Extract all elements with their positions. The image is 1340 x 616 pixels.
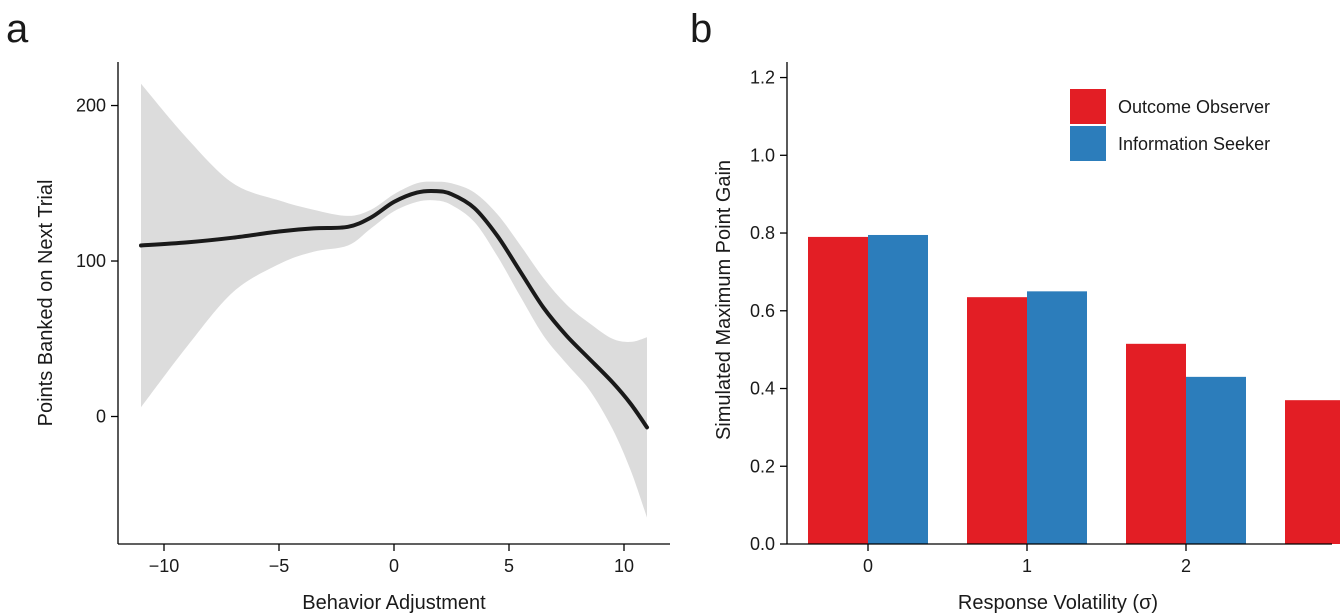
x-tick-label: 0 bbox=[389, 556, 399, 576]
x-tick-label: 1 bbox=[1022, 556, 1032, 576]
bar-outcome-observer-0 bbox=[808, 236, 868, 544]
y-tick-label: 1.0 bbox=[750, 145, 775, 165]
x-tick-label: −10 bbox=[149, 556, 180, 576]
legend-label-information-seeker: Information Seeker bbox=[1118, 134, 1270, 154]
x-tick-label: 0 bbox=[863, 556, 873, 576]
confidence-band bbox=[141, 83, 647, 518]
legend-label-outcome-observer: Outcome Observer bbox=[1118, 97, 1270, 117]
chart-b: 0123 0.00.20.40.60.81.01.2 Response Vola… bbox=[713, 62, 1340, 614]
legend-swatch-outcome-observer bbox=[1070, 89, 1106, 124]
chart-b-y-ticks: 0.0 0.2 0.4 0.6 0.8 1.0 1.2 bbox=[750, 68, 787, 554]
legend-swatch-information-seeker bbox=[1070, 126, 1106, 161]
bar-information-seeker-0 bbox=[868, 234, 928, 544]
chart-a-y-ticks: 0 100 200 bbox=[76, 96, 118, 427]
chart-a-x-ticks: −10 −5 0 5 10 bbox=[149, 544, 634, 576]
fit-line bbox=[139, 188, 649, 430]
y-tick-label: 1.2 bbox=[750, 68, 775, 88]
chart-b-y-axis-label: Simulated Maximum Point Gain bbox=[713, 160, 735, 440]
y-tick-label: 0.4 bbox=[750, 379, 775, 399]
y-tick-label: 0.8 bbox=[750, 223, 775, 243]
chart-a: −10 −5 0 5 10 0 100 200 Behavior Adjustment Po… bbox=[35, 62, 670, 614]
panel-letter-b: b bbox=[690, 7, 712, 51]
chart-a-plot-area bbox=[139, 83, 649, 518]
bar-outcome-observer-3 bbox=[1285, 400, 1340, 544]
x-tick-label: 10 bbox=[614, 556, 634, 576]
y-tick-label: 0.2 bbox=[750, 456, 775, 476]
bar-information-seeker-2 bbox=[1186, 376, 1246, 544]
x-tick-label: 5 bbox=[504, 556, 514, 576]
y-tick-label: 0 bbox=[96, 407, 106, 427]
panel-letter-a: a bbox=[6, 7, 29, 51]
bar-outcome-observer-1 bbox=[967, 297, 1027, 544]
y-tick-label: 0.0 bbox=[750, 534, 775, 554]
chart-a-y-axis-label: Points Banked on Next Trial bbox=[35, 180, 57, 427]
chart-b-bars bbox=[808, 234, 1340, 544]
bar-outcome-observer-2 bbox=[1126, 343, 1186, 544]
chart-b-x-ticks: 0123 bbox=[863, 544, 1340, 576]
chart-b-legend: Outcome Observer Information Seeker bbox=[1070, 89, 1270, 161]
y-tick-label: 100 bbox=[76, 251, 106, 271]
x-tick-label: −5 bbox=[269, 556, 290, 576]
x-tick-label: 2 bbox=[1181, 556, 1191, 576]
chart-b-x-axis-label: Response Volatility (σ) bbox=[958, 592, 1158, 614]
y-tick-label: 200 bbox=[76, 96, 106, 116]
chart-a-x-axis-label: Behavior Adjustment bbox=[302, 592, 486, 614]
bar-information-seeker-1 bbox=[1027, 291, 1087, 544]
y-tick-label: 0.6 bbox=[750, 301, 775, 321]
